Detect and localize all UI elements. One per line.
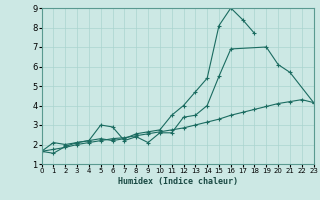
X-axis label: Humidex (Indice chaleur): Humidex (Indice chaleur) (118, 177, 237, 186)
